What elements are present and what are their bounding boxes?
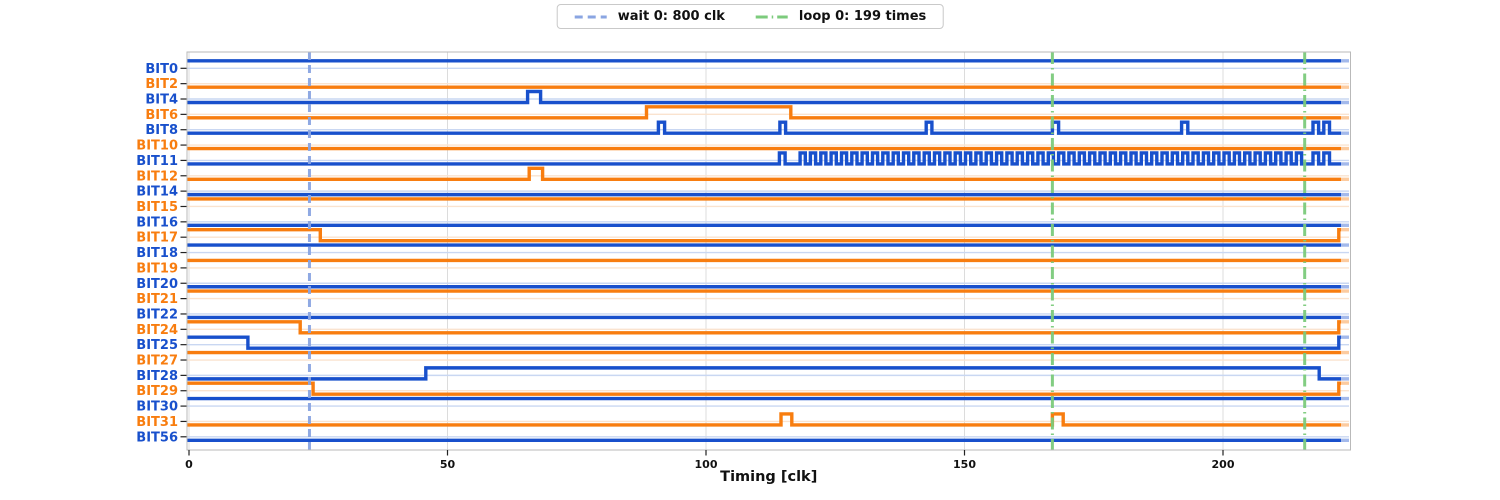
signal-label-BIT28: BIT28 (136, 369, 178, 384)
plot-border (186, 51, 1351, 451)
signal-label-BIT18: BIT18 (136, 246, 178, 261)
signal-label-BIT12: BIT12 (136, 169, 178, 184)
x-axis-label: Timing [clk] (720, 469, 817, 485)
signal-label-BIT25: BIT25 (136, 338, 178, 353)
xtick-label-0: 0 (185, 458, 193, 471)
signal-label-BIT22: BIT22 (136, 307, 178, 322)
signal-label-BIT19: BIT19 (136, 261, 178, 276)
signal-row-BIT10: BIT10 (136, 139, 1349, 154)
signal-label-BIT21: BIT21 (136, 292, 178, 307)
xtick-label-50: 50 (440, 458, 456, 471)
signal-row-BIT29: BIT29 (136, 381, 1349, 399)
signal-row-BIT14: BIT14 (136, 185, 1349, 200)
signal-row-BIT15: BIT15 (136, 197, 1349, 215)
signal-row-BIT22: BIT22 (136, 307, 1349, 322)
waveform-BIT12 (187, 166, 1341, 181)
signal-row-BIT17: BIT17 (136, 227, 1349, 246)
signal-row-BIT31: BIT31 (136, 412, 1349, 430)
signal-row-BIT0: BIT0 (145, 59, 1349, 77)
signal-label-BIT24: BIT24 (136, 323, 178, 338)
signal-label-BIT16: BIT16 (136, 215, 178, 230)
signal-row-BIT56: BIT56 (136, 430, 1349, 445)
waveform-BIT8 (187, 120, 1341, 135)
signal-label-BIT20: BIT20 (136, 277, 178, 292)
signal-row-BIT24: BIT24 (136, 320, 1349, 338)
signal-row-BIT11: BIT11 (136, 151, 1349, 169)
signal-row-BIT27: BIT27 (136, 350, 1349, 369)
signal-label-BIT30: BIT30 (136, 400, 178, 415)
signal-row-BIT18: BIT18 (136, 243, 1349, 261)
signal-label-BIT14: BIT14 (136, 185, 178, 200)
signal-row-BIT19: BIT19 (136, 258, 1349, 276)
signal-label-BIT8: BIT8 (145, 123, 178, 138)
signal-label-BIT0: BIT0 (145, 62, 178, 77)
waveform-BIT25 (187, 335, 1341, 350)
signal-row-BIT4: BIT4 (145, 89, 1349, 108)
signal-label-BIT4: BIT4 (145, 93, 178, 108)
signal-label-BIT11: BIT11 (136, 154, 178, 169)
signal-row-BIT30: BIT30 (136, 396, 1349, 415)
legend-label-loop: loop 0: 199 times (798, 9, 927, 24)
waveform-BIT17 (187, 227, 1341, 243)
signal-row-BIT8: BIT8 (145, 120, 1349, 138)
signal-label-BIT10: BIT10 (136, 139, 178, 154)
signal-row-BIT25: BIT25 (136, 335, 1349, 353)
legend-item-wait: wait 0: 800 clk (574, 9, 725, 24)
xtick-label-200: 200 (1212, 458, 1235, 471)
signal-label-BIT27: BIT27 (136, 354, 178, 369)
loop-line-sample-icon (755, 15, 788, 18)
signal-row-BIT6: BIT6 (145, 105, 1349, 123)
xtick-label-100: 100 (695, 458, 718, 471)
signal-row-BIT12: BIT12 (136, 166, 1349, 184)
legend: wait 0: 800 clk loop 0: 199 times (556, 4, 944, 29)
waveform-BIT31 (187, 412, 1341, 427)
signal-label-BIT31: BIT31 (136, 415, 178, 430)
signal-label-BIT2: BIT2 (145, 77, 178, 92)
signal-row-BIT2: BIT2 (145, 77, 1349, 92)
signal-label-BIT15: BIT15 (136, 200, 178, 215)
waveform-BIT11 (187, 151, 1341, 166)
signal-row-BIT16: BIT16 (136, 215, 1349, 230)
signal-label-BIT56: BIT56 (136, 430, 178, 445)
waveform-BIT29 (187, 381, 1341, 396)
waveform-BIT28 (187, 366, 1341, 381)
signal-label-BIT17: BIT17 (136, 231, 178, 246)
signal-row-BIT21: BIT21 (136, 289, 1349, 307)
wait-line-sample-icon (574, 15, 607, 18)
signal-row-BIT28: BIT28 (136, 366, 1349, 384)
waveform-BIT4 (187, 89, 1341, 105)
waveform-BIT6 (187, 105, 1341, 120)
xtick-label-150: 150 (953, 458, 976, 471)
signal-label-BIT29: BIT29 (136, 384, 178, 399)
signal-label-BIT6: BIT6 (145, 108, 178, 123)
legend-label-wait: wait 0: 800 clk (617, 9, 725, 24)
signal-row-BIT20: BIT20 (136, 277, 1349, 292)
legend-item-loop: loop 0: 199 times (755, 9, 926, 24)
waveform-BIT24 (187, 320, 1341, 335)
